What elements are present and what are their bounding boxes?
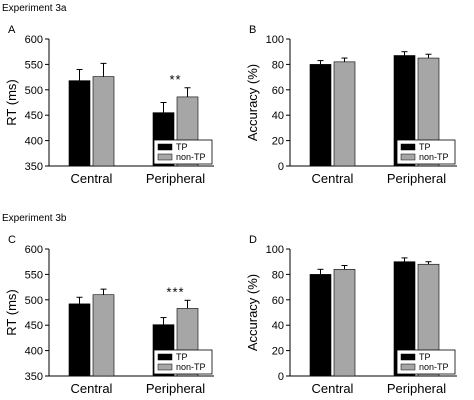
y-tick-label: 80 bbox=[272, 269, 284, 281]
y-tick-label: 550 bbox=[25, 269, 43, 281]
y-tick-label: 60 bbox=[272, 295, 284, 307]
y-tick-label: 450 bbox=[25, 320, 43, 332]
y-tick-label: 100 bbox=[266, 34, 284, 46]
chart-panel-a: A 350 400 450 500 550 600 RT (ms) Central Periphe… bbox=[4, 24, 214, 186]
y-tick-label: 500 bbox=[25, 85, 43, 97]
significance-marker: *** bbox=[166, 284, 184, 299]
x-category-label: Central bbox=[312, 381, 354, 396]
y-tick-label: 60 bbox=[272, 85, 284, 97]
legend-label: TP bbox=[419, 142, 431, 152]
legend-label: non-TP bbox=[176, 362, 206, 372]
chart-panel-d: D 0 20 40 60 80 100 Accuracy (%) Central Peripher… bbox=[245, 234, 457, 396]
bar-tp-central bbox=[68, 303, 91, 377]
bar-nontp-central bbox=[92, 76, 115, 167]
legend-swatch bbox=[400, 353, 416, 361]
y-tick-label: 550 bbox=[25, 59, 43, 71]
panel-letter: D bbox=[249, 234, 257, 246]
x-category-label: Peripheral bbox=[146, 381, 205, 396]
experiment-3b-title: Experiment 3b bbox=[2, 213, 67, 224]
y-tick-label: 40 bbox=[272, 110, 284, 122]
legend-swatch bbox=[400, 153, 416, 161]
y-tick-label: 20 bbox=[272, 346, 284, 358]
y-tick-label: 0 bbox=[278, 161, 284, 173]
x-category-label: Central bbox=[312, 171, 354, 186]
legend-swatch bbox=[157, 363, 173, 371]
experiment-3a-title: Experiment 3a bbox=[2, 3, 67, 14]
y-tick-label: 350 bbox=[25, 161, 43, 173]
bar-nontp-central bbox=[333, 269, 356, 377]
panel-letter: A bbox=[8, 24, 16, 36]
panel-letter: C bbox=[8, 234, 16, 246]
x-category-label: Peripheral bbox=[387, 381, 446, 396]
legend-label: non-TP bbox=[419, 152, 449, 162]
y-tick-label: 450 bbox=[25, 110, 43, 122]
y-tick-label: 350 bbox=[25, 371, 43, 383]
bar-tp-central bbox=[309, 274, 332, 377]
y-axis-title: Accuracy (%) bbox=[245, 64, 260, 141]
y-tick-label: 400 bbox=[25, 136, 43, 148]
y-axis-title: RT (ms) bbox=[4, 79, 19, 125]
y-tick-label: 40 bbox=[272, 320, 284, 332]
x-category-label: Central bbox=[71, 381, 113, 396]
legend-label: TP bbox=[419, 352, 431, 362]
bar-nontp-central bbox=[333, 61, 356, 167]
x-category-label: Peripheral bbox=[387, 171, 446, 186]
bar-tp-central bbox=[68, 80, 91, 167]
panel-letter: B bbox=[249, 24, 256, 36]
y-tick-label: 100 bbox=[266, 244, 284, 256]
y-tick-label: 20 bbox=[272, 136, 284, 148]
y-tick-label: 600 bbox=[25, 34, 43, 46]
legend-swatch bbox=[400, 363, 416, 371]
bar-tp-central bbox=[309, 64, 332, 167]
y-tick-label: 400 bbox=[25, 346, 43, 358]
significance-marker: ** bbox=[169, 72, 181, 87]
legend-swatch bbox=[157, 353, 173, 361]
chart-panel-b: B 0 20 40 60 80 100 Accuracy (%) Central Peripher… bbox=[245, 24, 457, 186]
legend-swatch bbox=[157, 153, 173, 161]
chart-panel-c: C 350 400 450 500 550 600 RT (ms) Central Periphe… bbox=[4, 234, 214, 396]
y-tick-label: 0 bbox=[278, 371, 284, 383]
x-category-label: Peripheral bbox=[146, 171, 205, 186]
legend-label: TP bbox=[176, 352, 188, 362]
y-tick-label: 600 bbox=[25, 244, 43, 256]
y-axis-title: Accuracy (%) bbox=[245, 274, 260, 351]
legend-label: non-TP bbox=[176, 152, 206, 162]
bar-nontp-central bbox=[92, 294, 115, 377]
legend-label: non-TP bbox=[419, 362, 449, 372]
y-tick-label: 500 bbox=[25, 295, 43, 307]
legend-label: TP bbox=[176, 142, 188, 152]
legend-swatch bbox=[157, 143, 173, 151]
x-category-label: Central bbox=[71, 171, 113, 186]
legend-swatch bbox=[400, 143, 416, 151]
y-axis-title: RT (ms) bbox=[4, 289, 19, 335]
y-tick-label: 80 bbox=[272, 59, 284, 71]
